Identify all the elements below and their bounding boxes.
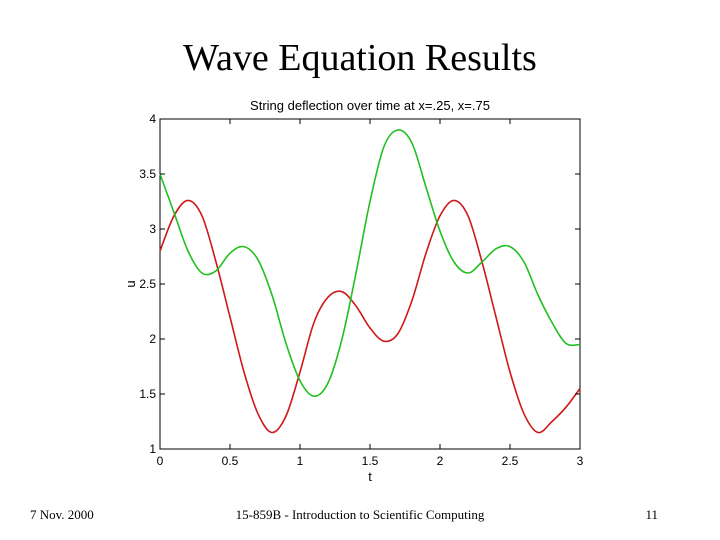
footer-course: 15-859B - Introduction to Scientific Com… [235, 507, 485, 522]
footer-page-number: 11 [645, 507, 658, 522]
y-tick-label: 4 [149, 112, 156, 126]
y-tick-label: 2.5 [139, 277, 156, 291]
series-layer [159, 129, 581, 434]
x-tick-label: 2 [437, 454, 444, 468]
plot-area [159, 118, 581, 450]
y-tick-label: 3 [149, 222, 156, 236]
x-tick-label: 1.5 [362, 454, 379, 468]
slide-title: Wave Equation Results [183, 37, 537, 79]
x-tick-label: 1 [297, 454, 304, 468]
footer-date: 7 Nov. 2000 [30, 507, 94, 522]
y-tick-label: 1.5 [139, 387, 156, 401]
x-tick-label: 0.5 [222, 454, 239, 468]
series-line-2 [159, 129, 581, 398]
x-tick-label: 3 [577, 454, 584, 468]
y-tick-label: 2 [149, 332, 156, 346]
chart-title: String deflection over time at x=.25, x=… [250, 98, 490, 113]
y-tick-label: 1 [149, 442, 156, 456]
x-tick-label: 2.5 [502, 454, 519, 468]
y-tick-label: 3.5 [139, 167, 156, 181]
series-line-1 [159, 199, 581, 434]
x-tick-label: 0 [157, 454, 164, 468]
y-axis-label: u [123, 280, 138, 287]
ticks-layer: 0 0.5 1 1.5 2 2.5 3 1 1.5 2 2.5 3 3.5 4 [139, 112, 583, 468]
x-axis-label: t [368, 469, 372, 484]
